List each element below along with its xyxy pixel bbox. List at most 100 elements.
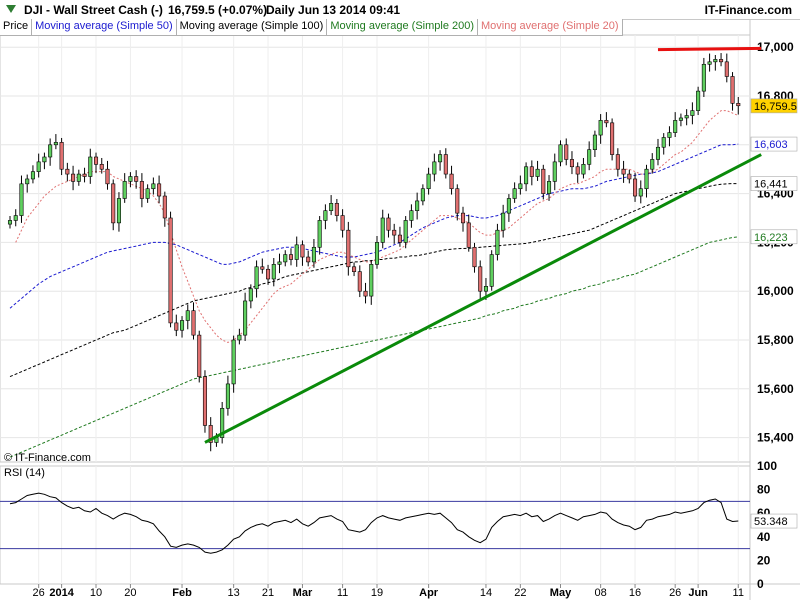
up-candle-body (644, 168, 649, 190)
candle (495, 223, 500, 261)
time-tick-label: 20 (124, 587, 136, 599)
up-candle-body (25, 178, 30, 185)
down-candle-body (460, 212, 466, 224)
last-value-label: 16,441 (754, 179, 788, 191)
up-candle-body (415, 200, 420, 211)
time-tick-label: 13 (228, 587, 240, 599)
candle (690, 102, 695, 125)
time-tick-label: 11 (733, 587, 744, 599)
up-candle-body (369, 264, 374, 297)
up-candle-body (592, 134, 597, 150)
time-tick-label: Jun (688, 587, 708, 599)
down-candle-body (357, 271, 362, 292)
candle (352, 262, 357, 277)
sma200-line (9, 236, 739, 458)
candle (30, 165, 35, 184)
candle (25, 174, 30, 193)
up-candle-body (696, 90, 701, 111)
legend-sma100[interactable]: Moving average (Simple 100) (176, 19, 328, 36)
up-candle-body (426, 173, 431, 190)
candle (604, 112, 609, 128)
candle (621, 160, 626, 183)
candle (99, 157, 104, 174)
candle (667, 126, 672, 147)
up-candle-body (88, 156, 93, 177)
sma50-line (9, 143, 739, 309)
up-candle-body (587, 149, 592, 165)
up-candle-body (701, 63, 706, 92)
candle (82, 167, 87, 183)
up-candle-body (254, 266, 259, 290)
up-candle-body (19, 183, 24, 216)
up-candle-body (409, 210, 414, 221)
candle (707, 53, 712, 72)
chart-header: DJI - Wall Street Cash (-) 16,759.5 (+0.… (0, 0, 800, 20)
down-candle-body (105, 168, 110, 185)
candle (88, 148, 93, 184)
support-trendline (204, 153, 762, 444)
candle (547, 175, 552, 201)
legend-price[interactable]: Price (0, 19, 33, 36)
candle (644, 164, 649, 198)
candle (564, 138, 569, 166)
up-candle-body (432, 161, 437, 175)
price-change: 16,759.5 (+0.07%) (168, 3, 268, 17)
up-candle-body (329, 203, 334, 211)
candle (541, 164, 546, 200)
down-candle-body (59, 142, 64, 170)
candle (151, 177, 156, 195)
down-candle-body (443, 154, 448, 175)
up-candle-body (317, 220, 322, 248)
candle (655, 138, 661, 166)
candle (93, 152, 99, 174)
up-candle-body (420, 188, 425, 202)
up-candle-body (76, 173, 81, 182)
candle (730, 72, 735, 111)
candle (701, 57, 706, 97)
down-candle-body (615, 154, 620, 170)
candle (460, 206, 466, 232)
rsi-label: RSI (14) (2, 467, 47, 479)
time-tick-label: 08 (595, 587, 607, 599)
candle (174, 314, 179, 337)
candle (340, 209, 345, 238)
candle (581, 157, 586, 179)
candle (122, 173, 127, 203)
candle (592, 130, 597, 157)
up-candle-body (650, 159, 655, 170)
candle (478, 260, 483, 299)
down-candle-body (575, 166, 580, 175)
time-tick-label: 2014 (49, 587, 74, 599)
legend-sma200[interactable]: Moving average (Simple 200) (327, 19, 479, 36)
down-candle-body (208, 425, 213, 443)
up-candle-body (547, 181, 552, 194)
candle (111, 179, 116, 231)
candle (76, 169, 81, 186)
indicator-legend: Price Moving average (Simple 50) Moving … (0, 19, 623, 36)
down-candle-body (300, 244, 305, 258)
legend-sma20[interactable]: Moving average (Simple 20) (478, 19, 623, 36)
price-tick-label: 15,400 (757, 431, 794, 445)
up-candle-body (225, 383, 230, 409)
legend-sma50[interactable]: Moving average (Simple 50) (32, 19, 177, 36)
candle (248, 284, 253, 309)
up-candle-body (655, 146, 661, 160)
candle (558, 140, 563, 167)
down-candle-body (627, 173, 632, 180)
candle (569, 151, 574, 175)
candle (42, 152, 47, 170)
candle (449, 165, 454, 195)
time-tick-label: 22 (514, 587, 526, 599)
up-candle-body (283, 254, 288, 263)
candle (443, 148, 448, 179)
candle (363, 282, 368, 304)
candle (277, 253, 282, 274)
time-tick-label: May (550, 587, 572, 599)
candle (552, 153, 557, 191)
candle (105, 160, 110, 190)
candle (260, 258, 265, 274)
up-candle-body (501, 212, 506, 231)
down-candle-body (569, 159, 574, 168)
